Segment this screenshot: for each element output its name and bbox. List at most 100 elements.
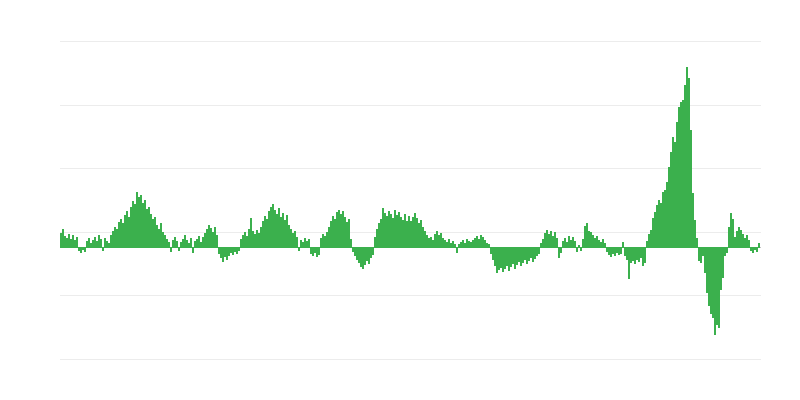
- bar: [414, 213, 416, 248]
- bar: [192, 247, 194, 253]
- bar: [206, 229, 208, 248]
- bar: [154, 217, 156, 248]
- bar: [388, 211, 390, 248]
- bar: [532, 247, 534, 262]
- bar: [486, 243, 488, 248]
- bar: [110, 235, 112, 248]
- bar: [150, 214, 152, 248]
- bar: [70, 239, 72, 248]
- bar: [298, 247, 300, 251]
- bar: [380, 219, 382, 248]
- bar: [602, 239, 604, 248]
- bar: [152, 219, 154, 248]
- bar: [522, 247, 524, 263]
- bar: [608, 247, 610, 255]
- bar: [618, 247, 620, 255]
- bar: [534, 247, 536, 259]
- bar: [168, 242, 170, 248]
- bar: [368, 247, 370, 264]
- bar: [538, 247, 540, 254]
- bar: [182, 239, 184, 248]
- bar: [230, 247, 232, 253]
- bar: [540, 243, 542, 248]
- bar: [416, 218, 418, 248]
- bar: [220, 247, 222, 258]
- bar: [484, 240, 486, 248]
- bar: [600, 242, 602, 248]
- bar: [260, 227, 262, 248]
- bar: [448, 239, 450, 248]
- bar: [518, 247, 520, 262]
- bar: [508, 247, 510, 271]
- bar: [652, 218, 654, 248]
- bar: [668, 167, 670, 248]
- bar: [170, 247, 172, 252]
- bar: [422, 227, 424, 248]
- bar: [468, 241, 470, 248]
- bar: [320, 238, 322, 248]
- bar: [680, 102, 682, 248]
- bar: [78, 247, 80, 251]
- bar: [428, 238, 430, 248]
- bar: [290, 229, 292, 248]
- bar: [570, 240, 572, 248]
- bar: [242, 235, 244, 248]
- bar: [190, 238, 192, 248]
- bar: [748, 240, 750, 248]
- bar: [276, 214, 278, 248]
- bar: [632, 247, 634, 261]
- bar: [678, 107, 680, 248]
- bar: [204, 233, 206, 248]
- bar: [572, 237, 574, 248]
- bar: [250, 218, 252, 248]
- bar: [556, 238, 558, 248]
- bar: [282, 213, 284, 248]
- bar: [408, 216, 410, 248]
- bar: [646, 241, 648, 248]
- bar: [720, 247, 722, 290]
- bar: [106, 241, 108, 248]
- bar: [212, 232, 214, 248]
- bar: [322, 234, 324, 248]
- bar: [436, 231, 438, 248]
- bar: [716, 247, 718, 325]
- bar: [690, 130, 692, 248]
- bar: [498, 247, 500, 270]
- bar: [68, 234, 70, 248]
- bar: [316, 247, 318, 257]
- bar: [128, 217, 130, 248]
- bar: [378, 223, 380, 248]
- bar: [474, 238, 476, 248]
- bar: [584, 226, 586, 248]
- bar: [396, 215, 398, 248]
- bar: [166, 239, 168, 248]
- bar: [706, 247, 708, 293]
- bar: [482, 237, 484, 248]
- bar: [744, 238, 746, 248]
- bar: [138, 197, 140, 248]
- bar: [222, 247, 224, 262]
- bar: [658, 200, 660, 248]
- bar: [560, 247, 562, 253]
- bar: [630, 247, 632, 263]
- bar: [304, 238, 306, 248]
- bar: [686, 67, 688, 248]
- bar: [92, 240, 94, 248]
- bar: [504, 247, 506, 269]
- bar: [574, 241, 576, 248]
- bar: [430, 237, 432, 248]
- bar: [188, 243, 190, 248]
- bar: [464, 243, 466, 248]
- bar: [82, 247, 84, 250]
- bar: [664, 190, 666, 248]
- bar: [426, 235, 428, 248]
- bar: [160, 223, 162, 248]
- bar: [634, 247, 636, 264]
- bar: [226, 247, 228, 260]
- bar: [146, 209, 148, 248]
- gridline: [60, 105, 761, 106]
- bar: [288, 225, 290, 248]
- bar: [756, 247, 758, 252]
- bar: [198, 236, 200, 248]
- bar: [370, 247, 372, 258]
